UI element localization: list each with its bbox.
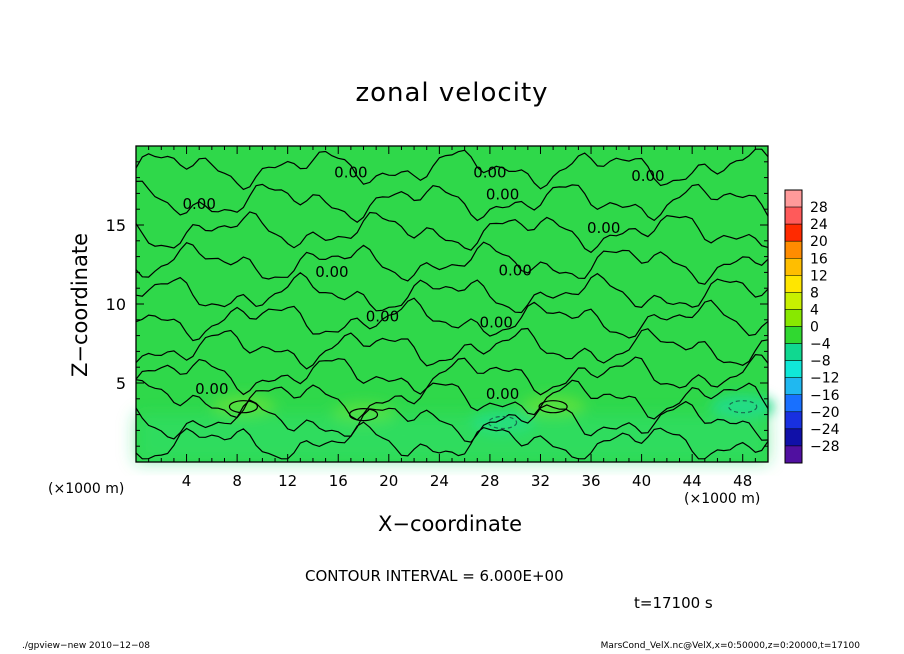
contour-label: 0.00 — [480, 314, 513, 332]
colorbar-label: −12 — [810, 371, 840, 387]
colorbar-swatch — [784, 360, 803, 378]
contour-label: 0.00 — [631, 167, 664, 185]
contour-line-10 — [135, 421, 769, 460]
x-tick-label: 24 — [430, 472, 449, 490]
x-tick-label: 36 — [581, 472, 600, 490]
colorbar-label: 12 — [810, 268, 828, 284]
colorbar-swatch — [784, 343, 803, 361]
contour-line-4 — [135, 272, 769, 314]
footer-left: ./gpview−new 2010−12−08 — [22, 641, 150, 651]
y-tick-label: 10 — [106, 295, 126, 314]
contour-line-6 — [135, 327, 769, 370]
contour-label: 0.00 — [498, 262, 531, 280]
contour-line-5 — [135, 297, 769, 342]
contour-labels: 0.00 0.00 0.00 0.00 0.00 0.00 0.00 0.00 0.00 0.00… — [182, 164, 664, 403]
colorbar-label: 24 — [810, 217, 828, 233]
x-tick-label: 12 — [278, 472, 297, 490]
field-shading — [136, 394, 775, 462]
colorbar-label: −20 — [810, 405, 840, 421]
chart-title: zonal velocity — [355, 78, 549, 108]
footer-right: MarsCond_VelX.nc@VelX,x=0:50000,z=0:2000… — [600, 641, 860, 651]
contour-label: 0.00 — [473, 164, 506, 182]
velocity-field — [136, 146, 775, 462]
x-tick-label: 16 — [329, 472, 348, 490]
contour-line-2 — [135, 211, 769, 254]
contour-line-1 — [135, 180, 769, 223]
anomaly-contour-3 — [728, 400, 758, 414]
colorbar-label: 4 — [810, 302, 819, 318]
contour-label: 0.00 — [486, 186, 519, 204]
anomaly-3 — [710, 394, 775, 419]
anomaly-contour-2 — [538, 400, 568, 414]
colorbar-swatch — [784, 275, 803, 293]
x-axis-label: X−coordinate — [378, 512, 522, 536]
x-tick-label: 4 — [182, 472, 192, 490]
x-tick-label: 44 — [683, 472, 702, 490]
colorbar-swatch — [784, 394, 803, 413]
contour-line-0 — [135, 148, 769, 191]
anomaly-contour-4 — [487, 415, 518, 430]
contour-line-7 — [135, 353, 769, 396]
contour-label: 0.00 — [486, 385, 519, 403]
colorbar-swatch — [784, 326, 803, 344]
x-tick-label: 48 — [733, 472, 752, 490]
colorbar-swatch — [784, 258, 803, 276]
contour-lines — [135, 148, 769, 460]
x-unit-label: (×1000 m) — [684, 491, 761, 507]
colorbar-label: 28 — [810, 200, 828, 216]
colorbar-label: 20 — [810, 234, 828, 250]
y-unit-label: (×1000 m) — [48, 481, 125, 497]
colorbar-swatch — [784, 309, 803, 327]
low-level-band — [136, 414, 768, 462]
x-tick-label: 20 — [379, 472, 398, 490]
contour-label: 0.00 — [195, 380, 228, 398]
colorbar-swatch — [784, 377, 803, 395]
colorbar-swatch — [784, 445, 803, 464]
x-tick-label: 8 — [232, 472, 242, 490]
contour-line-3 — [135, 241, 769, 285]
colorbar-label: −4 — [810, 337, 831, 353]
colorbar-swatch — [784, 206, 803, 225]
contour-label: 0.00 — [182, 195, 215, 213]
anomaly-contour-1 — [348, 408, 379, 422]
colorbar-swatch — [784, 223, 803, 242]
y-axis-label: Z−coordinate — [68, 233, 92, 377]
x-tick-label: 40 — [632, 472, 651, 490]
colorbar-swatch — [784, 292, 803, 310]
colorbar-swatch — [784, 240, 803, 259]
y-tick-label: 15 — [106, 216, 126, 235]
contour-interval: CONTOUR INTERVAL = 6.000E+00 — [305, 567, 564, 585]
x-tick-label: 32 — [531, 472, 550, 490]
colorbar-label: −24 — [810, 422, 840, 438]
colorbar-border — [784, 189, 803, 464]
colorbar-label: −28 — [810, 439, 840, 455]
contour-label: 0.00 — [315, 263, 348, 281]
colorbar-label: 16 — [810, 251, 828, 267]
colorbar-swatch — [784, 428, 803, 447]
colorbar-label: 0 — [810, 320, 819, 336]
x-tick-label: 28 — [480, 472, 499, 490]
y-axis-ticks: 5 10 15 — [106, 145, 768, 463]
colorbar-label: −16 — [810, 388, 840, 404]
colorbar-label: −8 — [810, 354, 831, 370]
colorbar-swatch — [784, 189, 803, 208]
anomaly-contour-0 — [228, 400, 259, 414]
contour-label: 0.00 — [366, 307, 399, 325]
y-tick-label: 5 — [116, 374, 126, 393]
contour-label: 0.00 — [334, 164, 367, 182]
colorbar-swatch — [784, 411, 803, 430]
colorbar-label: 8 — [810, 285, 819, 301]
contour-line-9 — [135, 399, 769, 443]
contour-label: 0.00 — [587, 219, 620, 237]
x-axis-ticks: 4 8 12 16 20 24 28 32 36 40 44 48 — [135, 146, 769, 490]
time-label: t=17100 s — [634, 594, 713, 612]
